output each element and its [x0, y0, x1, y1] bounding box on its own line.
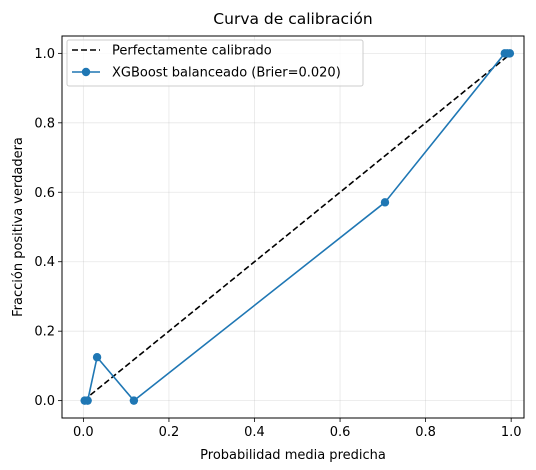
legend-box	[66, 39, 364, 87]
plot-frame	[61, 35, 525, 419]
xgboost-point	[129, 396, 139, 405]
x-tick-label: 1.0	[501, 425, 522, 440]
series-layer	[80, 49, 515, 405]
xgboost-point	[505, 49, 515, 58]
y-tick-label: 0.0	[34, 394, 55, 409]
x-tick-label: 0.0	[73, 425, 94, 440]
xgboost-point	[380, 198, 390, 207]
y-tick-label: 0.6	[34, 186, 55, 201]
grid	[62, 36, 524, 418]
x-tick-label: 0.6	[330, 425, 351, 440]
xgboost-point	[92, 353, 102, 362]
ticks: 0.0 0.2 0.4 0.6 0.8 1.0 0.0 0.2 0.4 0.6 0.8 1.0	[34, 47, 521, 440]
y-tick-label: 1.0	[34, 47, 55, 62]
y-tick-label: 0.8	[34, 116, 55, 131]
y-tick-label: 0.2	[34, 325, 55, 340]
legend-label-perfect: Perfectamente calibrado	[112, 44, 272, 59]
legend-marker-xgboost	[81, 67, 91, 77]
y-axis-label: Fracción positiva verdadera	[11, 137, 26, 317]
y-tick-label: 0.4	[34, 255, 55, 270]
chart-title: Curva de calibración	[213, 10, 372, 28]
legend: Perfectamente calibrado XGBoost balancea…	[66, 39, 364, 87]
perfect-calibration-line	[82, 52, 512, 402]
legend-label-xgboost: XGBoost balanceado (Brier=0.020)	[112, 66, 341, 81]
x-tick-label: 0.8	[415, 425, 436, 440]
x-axis-label: Probabilidad media predicha	[200, 448, 386, 463]
x-tick-label: 0.2	[159, 425, 180, 440]
xgboost-point	[83, 396, 92, 405]
x-tick-label: 0.4	[244, 425, 265, 440]
